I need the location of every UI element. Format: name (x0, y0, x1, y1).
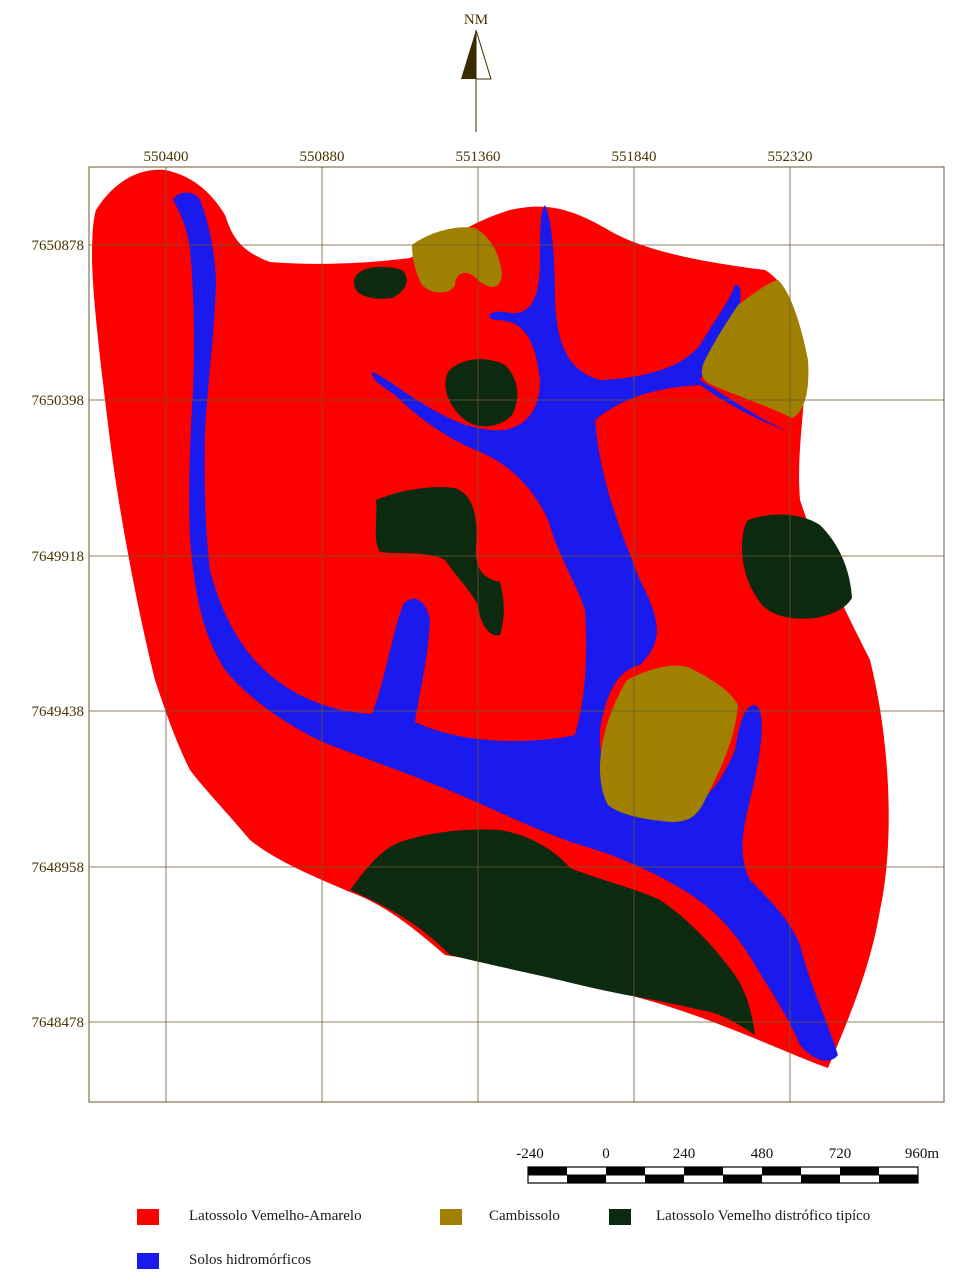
solos-hidromorficos-area (173, 192, 838, 1061)
scale-bar (527, 1166, 919, 1184)
latossolo-distrofico-area-2 (445, 359, 518, 427)
coordinate-grid (89, 167, 944, 1102)
scale-label: 0 (602, 1146, 610, 1162)
soil-units (92, 169, 889, 1068)
scale-label: 240 (673, 1146, 696, 1162)
x-label: 552320 (768, 149, 813, 165)
y-label: 7649438 (32, 704, 85, 720)
y-label: 7648958 (32, 860, 85, 876)
y-label: 7648478 (32, 1015, 85, 1031)
y-label: 7650398 (32, 393, 85, 409)
legend-swatch (609, 1208, 631, 1225)
cambissolo-area-east (701, 280, 809, 418)
latossolo-distrofico-area-1 (353, 266, 407, 299)
map-frame (88, 166, 945, 1103)
scale-label: -240 (516, 1146, 544, 1162)
x-label: 551360 (456, 149, 501, 165)
legend-label: Cambissolo (489, 1208, 560, 1224)
y-label: 7649918 (32, 549, 85, 565)
cambissolo-area-south (600, 665, 738, 822)
cambissolo-area-north (412, 227, 502, 293)
north-arrow-icon (461, 29, 492, 132)
y-label: 7650878 (32, 238, 85, 254)
x-label: 550400 (144, 149, 189, 165)
scale-label: 960m (905, 1146, 940, 1162)
legend-item-latossolo-vermelho-amarelo: Latossolo Vemelho-Amarelo (137, 1208, 362, 1225)
north-label: NM (464, 12, 488, 28)
legend-item-latossolo-distrofico: Latossolo Vemelho distrófico tipíco (609, 1208, 870, 1225)
latossolo-distrofico-area-4 (742, 514, 852, 619)
latossolo-distrofico-area-5 (350, 829, 755, 1035)
legend-label: Solos hidromórficos (189, 1252, 312, 1268)
legend-label: Latossolo Vemelho distrófico tipíco (656, 1208, 871, 1224)
scale-label: 720 (829, 1146, 852, 1162)
legend-item-solos-hidromorficos: Solos hidromórficos (137, 1252, 311, 1269)
legend-item-cambissolo: Cambissolo (440, 1208, 560, 1225)
scale-label: 480 (751, 1146, 774, 1162)
legend-swatch (440, 1208, 462, 1225)
x-label: 550880 (300, 149, 345, 165)
x-label: 551840 (612, 149, 657, 165)
legend-swatch (137, 1208, 159, 1225)
legend-swatch (137, 1252, 159, 1269)
latossolo-distrofico-area-3 (375, 487, 504, 636)
legend-label: Latossolo Vemelho-Amarelo (189, 1208, 362, 1224)
